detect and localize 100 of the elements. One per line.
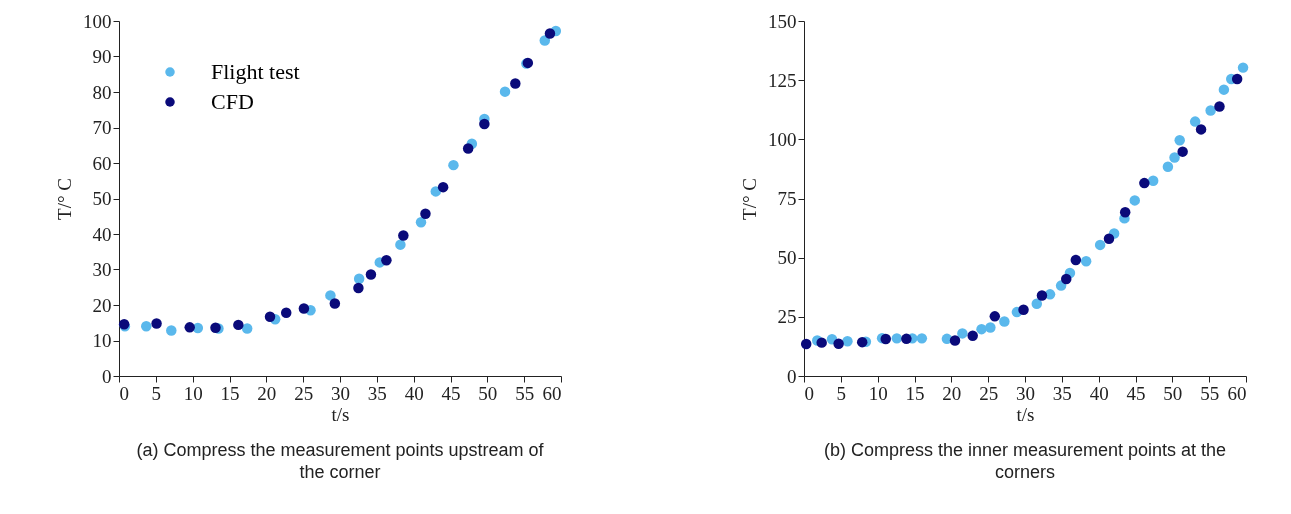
- point: [325, 290, 336, 301]
- point: [816, 337, 827, 348]
- point: [967, 330, 978, 341]
- x-tick-label: 25: [294, 382, 314, 404]
- x-tick-label: 10: [868, 382, 888, 404]
- point: [1061, 273, 1072, 285]
- x-axis-title: t/s: [331, 403, 350, 425]
- point: [1147, 175, 1159, 186]
- y-tick-label: 80: [92, 81, 112, 103]
- point: [833, 338, 844, 350]
- point: [141, 321, 152, 332]
- point: [949, 335, 961, 346]
- point: [856, 336, 868, 348]
- y-tick-label: 0: [787, 365, 797, 387]
- y-tick-label: 0: [102, 365, 112, 387]
- y-tick-label: 10: [92, 330, 112, 351]
- x-tick-label: 35: [1052, 382, 1072, 404]
- x-tick-label: 30: [331, 382, 350, 404]
- point: [989, 311, 1001, 322]
- y-tick-label: 30: [92, 259, 112, 280]
- y-tick-label: 100: [83, 10, 112, 32]
- x-tick-label: 60: [1227, 382, 1247, 404]
- y-tick-label: 50: [777, 247, 797, 269]
- y-tick-label: 60: [92, 152, 112, 174]
- y-tick-label: 75: [777, 188, 797, 209]
- legend-label: Flight test: [211, 59, 300, 84]
- point: [1169, 152, 1180, 163]
- point: [1162, 161, 1174, 173]
- legend-label: CFD: [211, 89, 254, 114]
- point: [329, 298, 341, 309]
- x-tick-label: 25: [979, 382, 999, 404]
- point: [957, 328, 968, 339]
- x-tick-label: 15: [905, 382, 925, 404]
- point: [976, 323, 987, 335]
- point: [1031, 298, 1043, 310]
- point: [241, 323, 253, 334]
- point: [1080, 255, 1092, 267]
- point: [420, 208, 431, 219]
- point: [1018, 304, 1029, 315]
- y-tick-label: 50: [92, 188, 112, 209]
- point: [280, 307, 292, 319]
- y-tick-label: 25: [777, 306, 797, 328]
- x-tick-label: 45: [1126, 382, 1146, 404]
- point: [1189, 116, 1201, 127]
- x-tick-label: 60: [542, 382, 562, 404]
- text: (a) Compress the measurement points upstream of the corner: [136, 440, 545, 482]
- x-tick-label: 35: [367, 382, 387, 404]
- point: [479, 118, 490, 130]
- point: [353, 273, 365, 284]
- x-tick-label: 40: [1089, 382, 1109, 404]
- y-tick-label: 150: [768, 10, 797, 32]
- point: [1177, 146, 1188, 157]
- y-tick-label: 100: [768, 128, 797, 150]
- point: [1195, 124, 1207, 135]
- y-tick-label: 125: [768, 69, 797, 91]
- y-axis-title: T/° C: [54, 178, 75, 220]
- point: [1129, 195, 1141, 206]
- y-tick-label: 40: [92, 223, 112, 245]
- x-tick-label: 30: [1016, 382, 1035, 404]
- point: [462, 143, 474, 154]
- point: [1174, 135, 1185, 146]
- point: [264, 311, 276, 322]
- x-tick-label: 40: [404, 382, 424, 404]
- point: [1237, 62, 1249, 73]
- point: [901, 333, 912, 345]
- point: [1139, 177, 1150, 189]
- point: [395, 239, 406, 250]
- x-tick-label: 50: [1163, 382, 1183, 404]
- x-tick-label: 50: [478, 382, 498, 404]
- x-tick-label: 0: [119, 382, 129, 404]
- y-axis-title: T/° C: [739, 178, 760, 220]
- point: [510, 78, 521, 89]
- point: [499, 86, 511, 97]
- x-tick-label: 55: [515, 382, 535, 404]
- point: [544, 28, 556, 39]
- y-tick-label: 90: [92, 46, 112, 67]
- point: [999, 316, 1010, 327]
- x-tick-label: 20: [257, 382, 277, 404]
- point: [539, 35, 551, 46]
- point: [1036, 290, 1048, 301]
- x-tick-label: 5: [151, 382, 162, 404]
- point: [353, 282, 364, 294]
- x-axis-title: t/s: [1016, 403, 1035, 425]
- point: [1231, 73, 1243, 85]
- y-tick-label: 20: [92, 294, 112, 316]
- point: [800, 338, 812, 350]
- point: [184, 322, 195, 333]
- point: [1218, 84, 1230, 95]
- point: [151, 318, 162, 329]
- x-tick-label: 15: [220, 382, 240, 404]
- point: [1070, 254, 1082, 266]
- point: [415, 217, 427, 228]
- point: [398, 230, 409, 241]
- x-tick-label: 0: [804, 382, 814, 404]
- y-tick-label: 70: [92, 117, 112, 138]
- text: (b) Compress the inner measurement points at the corners: [823, 440, 1227, 482]
- point: [916, 333, 928, 344]
- point: [448, 159, 459, 171]
- point: [1103, 233, 1115, 244]
- x-tick-label: 20: [942, 382, 962, 404]
